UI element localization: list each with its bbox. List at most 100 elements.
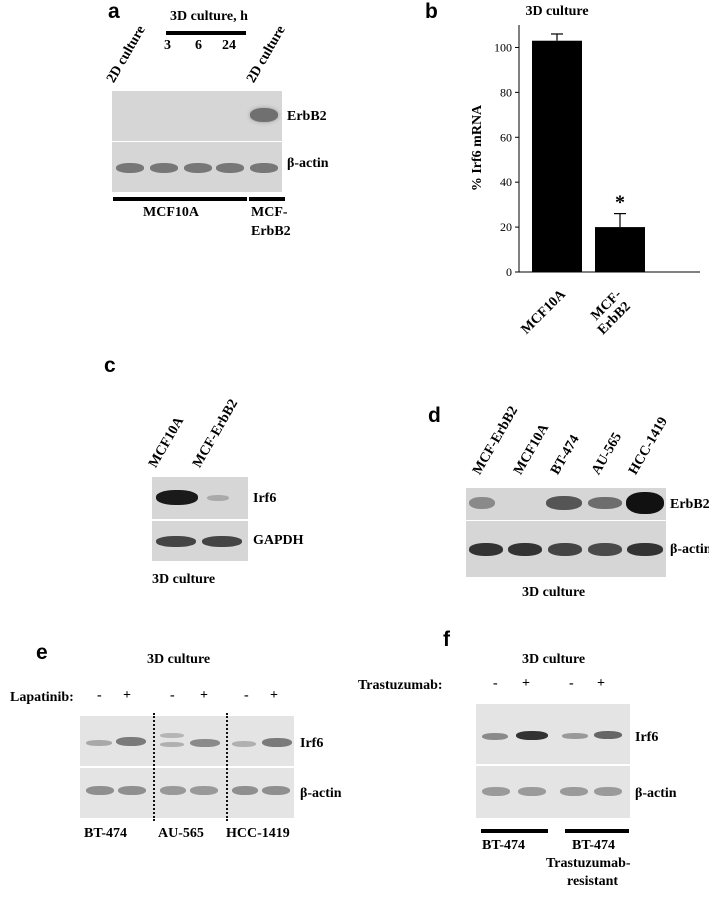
footer-d-3d-culture: 3D culture bbox=[522, 585, 586, 600]
timepoint-label-3: 3 bbox=[164, 38, 171, 53]
chart-b-bar-mcf10a bbox=[532, 40, 582, 272]
sign-e-6: + bbox=[270, 688, 278, 703]
blot-label-f-irf6: Irf6 bbox=[635, 730, 659, 745]
panel-a-letter: a bbox=[108, 0, 120, 23]
cell-line-e-au-565: AU-565 bbox=[158, 826, 204, 841]
group-bar-f-resistant bbox=[565, 829, 629, 833]
sign-f-2: + bbox=[522, 676, 530, 691]
sign-f-3: - bbox=[569, 676, 574, 691]
band-d-actin-5 bbox=[627, 543, 663, 556]
band-e-irf6-4 bbox=[190, 739, 220, 747]
blot-label-e-irf6: Irf6 bbox=[300, 736, 324, 751]
chart-b-ytick-label-0: 0 bbox=[506, 265, 512, 279]
blot-label-e-actin: β-actin bbox=[300, 786, 342, 801]
blot-label-a-actin: β-actin bbox=[287, 156, 329, 171]
blot-c-gapdh bbox=[152, 521, 248, 561]
band-e-irf6-3a bbox=[160, 733, 184, 738]
chart-b-bar-mcf-erbb2 bbox=[595, 227, 645, 272]
band-d-erbb2-3 bbox=[546, 496, 582, 510]
lane-label-d-bt-474: BT-474 bbox=[548, 432, 583, 478]
cell-line-e-hcc-1419: HCC-1419 bbox=[226, 826, 290, 841]
band-e-actin-6 bbox=[262, 786, 290, 795]
band-f-actin-2 bbox=[518, 787, 546, 796]
sign-f-1: - bbox=[493, 676, 498, 691]
separator-f bbox=[476, 764, 630, 766]
band-e-irf6-5 bbox=[232, 741, 256, 747]
treatment-label-f-trastuzumab: Trastuzumab: bbox=[358, 678, 443, 693]
group-bar-a-mcf10a bbox=[113, 197, 247, 201]
group-bar-a-mcf-erbb2 bbox=[249, 197, 285, 201]
sign-e-2: + bbox=[123, 688, 131, 703]
header-3d-culture-h: 3D culture, h bbox=[170, 9, 248, 24]
band-d-erbb2-1 bbox=[469, 497, 495, 509]
band-f-irf6-2 bbox=[516, 731, 548, 740]
timepoint-label-24: 24 bbox=[222, 38, 236, 53]
chart-b-ytick-label-60: 60 bbox=[500, 130, 512, 144]
panel-e-letter: e bbox=[36, 641, 48, 664]
chart-b-significance-0: * bbox=[615, 192, 625, 214]
lane-label-2d-culture-right: 2D culture bbox=[244, 23, 289, 86]
title-e-3d-culture: 3D culture bbox=[147, 652, 211, 667]
band-a-erbb2 bbox=[250, 108, 278, 122]
group-label-a-mcf10a: MCF10A bbox=[143, 205, 199, 220]
band-e-irf6-3b bbox=[160, 742, 184, 747]
blot-d-actin bbox=[466, 521, 666, 577]
group-label-f-resistant-line3: resistant bbox=[567, 874, 619, 889]
panel-d-letter: d bbox=[428, 404, 441, 427]
band-f-actin-1 bbox=[482, 787, 510, 796]
group-label-f-resistant-line1: BT-474 bbox=[572, 838, 616, 853]
blot-a-erbb2 bbox=[112, 91, 282, 141]
sign-e-1: - bbox=[97, 688, 102, 703]
band-f-actin-4 bbox=[594, 787, 622, 796]
band-a-actin-1 bbox=[116, 163, 144, 173]
lane-label-c-mcf10a: MCF10A bbox=[146, 414, 188, 471]
band-d-actin-1 bbox=[469, 543, 503, 556]
band-e-actin-4 bbox=[190, 786, 218, 795]
band-e-irf6-1 bbox=[86, 740, 112, 746]
band-f-irf6-4 bbox=[594, 731, 622, 739]
band-e-actin-2 bbox=[118, 786, 146, 795]
group-label-a-mcf-erbb2-line1: MCF- bbox=[251, 205, 288, 220]
band-a-actin-3 bbox=[184, 163, 212, 173]
blot-label-d-actin: β-actin bbox=[670, 542, 709, 557]
band-d-erbb2-4 bbox=[588, 497, 622, 509]
blot-c-irf6 bbox=[152, 477, 248, 519]
separator-e bbox=[80, 766, 294, 768]
blot-label-c-irf6: Irf6 bbox=[253, 491, 277, 506]
band-e-actin-5 bbox=[232, 786, 258, 795]
group-bar-f-bt-474 bbox=[481, 829, 548, 833]
sign-f-4: + bbox=[597, 676, 605, 691]
sign-e-3: - bbox=[170, 688, 175, 703]
blot-label-f-actin: β-actin bbox=[635, 786, 677, 801]
group-label-f-resistant-line2: Trastuzumab- bbox=[546, 856, 631, 871]
band-f-actin-3 bbox=[560, 787, 588, 796]
blot-e-actin bbox=[80, 768, 294, 818]
band-c-gapdh-2 bbox=[202, 536, 242, 547]
chart-b-category-label-1-0: MCF- bbox=[588, 287, 625, 324]
chart-b-ytick-label-80: 80 bbox=[500, 85, 512, 99]
lane-label-d-mcf10a: MCF10A bbox=[511, 421, 553, 478]
chart-b-title: 3D culture bbox=[525, 4, 588, 19]
lane-label-d-hcc-1419: HCC-1419 bbox=[626, 414, 672, 478]
band-f-irf6-3 bbox=[562, 733, 588, 739]
blot-a-actin bbox=[112, 142, 282, 192]
band-d-actin-2 bbox=[508, 543, 542, 556]
band-e-irf6-6 bbox=[262, 738, 292, 747]
blot-f-irf6 bbox=[476, 704, 630, 764]
chart-b-ytick-label-100: 100 bbox=[494, 40, 512, 54]
lane-divider-e-2 bbox=[226, 713, 228, 821]
cell-line-e-bt-474: BT-474 bbox=[84, 826, 128, 841]
band-c-irf6-1 bbox=[156, 490, 198, 505]
band-f-irf6-1 bbox=[482, 733, 508, 740]
band-c-gapdh-1 bbox=[156, 536, 196, 547]
chart-b-ytick-label-20: 20 bbox=[500, 220, 512, 234]
lane-label-c-mcf-erbb2: MCF-ErbB2 bbox=[190, 396, 242, 471]
blot-f-actin bbox=[476, 766, 630, 818]
panel-c-letter: c bbox=[104, 354, 116, 377]
blot-label-c-gapdh: GAPDH bbox=[253, 533, 304, 548]
chart-b-ytick-label-40: 40 bbox=[500, 175, 512, 189]
blot-d-erbb2 bbox=[466, 488, 666, 520]
lane-divider-e-1 bbox=[153, 713, 155, 821]
sign-e-4: + bbox=[200, 688, 208, 703]
chart-b-ylabel: % Irf6 mRNA bbox=[470, 104, 485, 191]
